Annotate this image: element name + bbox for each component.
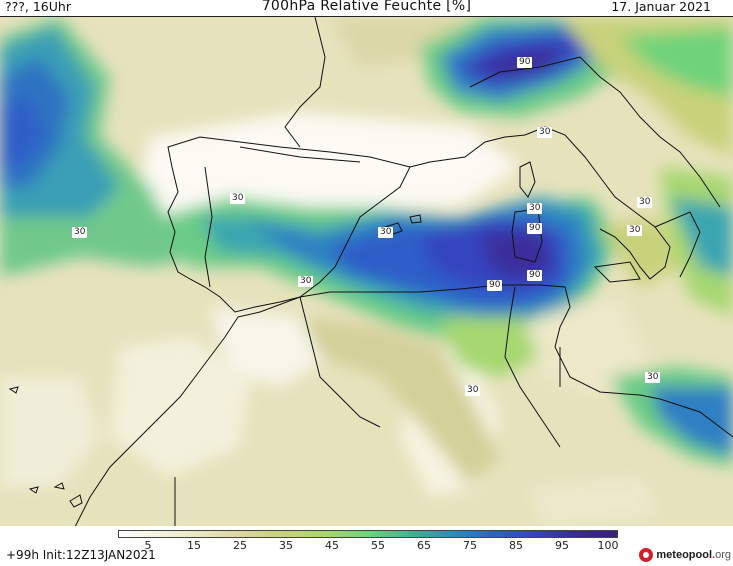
header-bar: ???, 16Uhr 700hPa Relative Feuchte [%] 1… xyxy=(0,0,733,16)
colorbar-tick-label: 25 xyxy=(233,539,247,552)
contour-label: 30 xyxy=(72,227,88,238)
logo-dot: . xyxy=(712,549,716,561)
contour-label: 30 xyxy=(637,197,653,208)
contour-label: 30 xyxy=(230,193,246,204)
contour-label: 30 xyxy=(537,127,553,138)
humidity-field-layers xyxy=(0,17,733,527)
colorbar-tick-label: 15 xyxy=(187,539,201,552)
contour-label: 30 xyxy=(527,203,543,214)
logo-name: meteopool xyxy=(656,549,713,561)
colorbar-tick-label: 35 xyxy=(279,539,293,552)
colorbar-tick-label: 55 xyxy=(371,539,385,552)
humidity-colorbar xyxy=(118,530,618,538)
logo-tld: org xyxy=(715,549,731,561)
contour-label: 90 xyxy=(487,280,503,291)
contour-label: 30 xyxy=(378,227,394,238)
colorbar-tick-label: 5 xyxy=(144,539,152,552)
coastlines xyxy=(8,17,733,527)
contour-label: 90 xyxy=(527,270,543,281)
model-run-label: +99h Init:12Z13JAN2021 xyxy=(6,548,156,562)
contour-label: 30 xyxy=(627,225,643,236)
colorbar-tick-label: 85 xyxy=(509,539,523,552)
humidity-map: 30 30 30 30 30 30 30 30 30 90 90 90 90 3… xyxy=(0,16,733,527)
colorbar-tick-label: 65 xyxy=(417,539,431,552)
map-canvas xyxy=(0,17,733,527)
contour-label: 30 xyxy=(645,372,661,383)
forecast-time-label: ???, 16Uhr xyxy=(5,0,71,14)
contour-label: 30 xyxy=(465,385,481,396)
contour-label: 30 xyxy=(298,276,314,287)
colorbar-tick-label: 45 xyxy=(325,539,339,552)
colorbar-tick-label: 100 xyxy=(597,539,619,552)
contour-label: 90 xyxy=(517,57,533,68)
colorbar-tick-label: 95 xyxy=(555,539,569,552)
map-title: 700hPa Relative Feuchte [%] xyxy=(261,0,472,14)
legend-bar: 5 15 25 35 45 55 65 75 85 95 100 +99h Init:12Z13JA… xyxy=(0,526,733,566)
meteopool-logo-icon xyxy=(639,548,654,562)
contour-label: 90 xyxy=(527,223,543,234)
meteopool-logo[interactable]: meteopool. org xyxy=(639,546,731,564)
colorbar-tick-label: 75 xyxy=(463,539,477,552)
forecast-date-label: 17. Januar 2021 xyxy=(611,0,711,14)
